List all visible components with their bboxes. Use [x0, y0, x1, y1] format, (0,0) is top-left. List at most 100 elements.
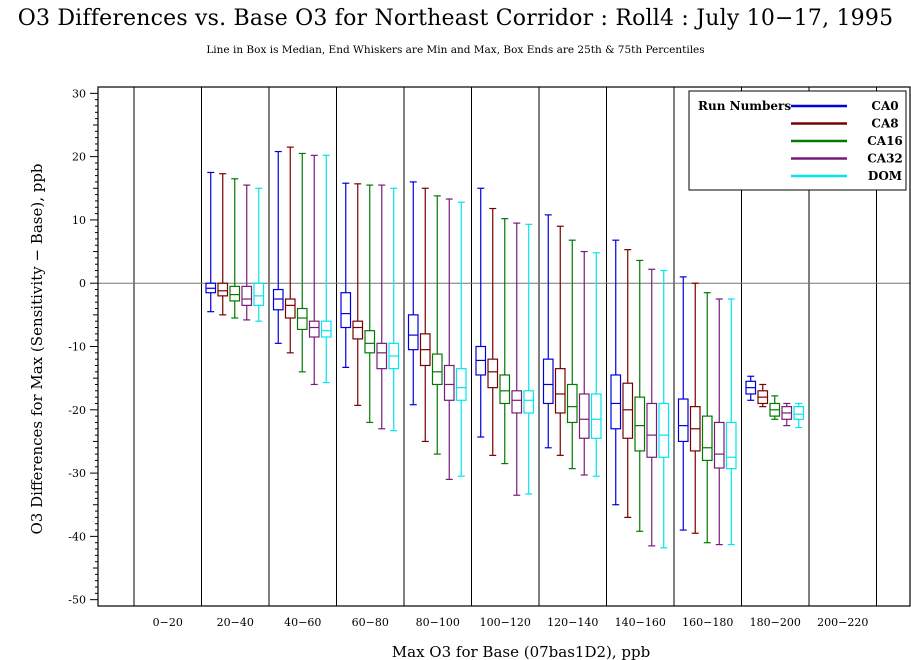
box-iqr [431, 353, 443, 386]
box-dom-8 [725, 298, 737, 546]
box-iqr [610, 374, 622, 430]
box-iqr [376, 342, 388, 370]
legend-entry-dom: DOM [868, 169, 902, 183]
x-tick-label: 200−220 [817, 616, 868, 629]
box-iqr [578, 393, 590, 439]
box-ca32-3 [376, 184, 388, 430]
box-ca16-9 [769, 395, 781, 420]
box-iqr [634, 396, 646, 452]
box-ca0-1 [205, 171, 217, 313]
box-ca8-6 [554, 225, 566, 456]
box-ca16-5 [499, 218, 511, 465]
box-ca0-2 [272, 150, 284, 344]
box-dom-5 [523, 223, 535, 495]
box-ca0-7 [610, 239, 622, 506]
box-dom-7 [658, 269, 670, 549]
box-ca16-1 [229, 178, 241, 319]
box-ca32-1 [241, 184, 253, 321]
legend-entry-ca8: CA8 [871, 117, 898, 131]
x-tick-label: 60−80 [352, 616, 389, 629]
box-ca0-6 [542, 214, 554, 449]
box-iqr [523, 390, 535, 414]
x-tick-label: 140−160 [615, 616, 666, 629]
box-ca32-4 [443, 198, 455, 481]
x-tick-label: 20−40 [217, 616, 254, 629]
box-dom-2 [320, 154, 332, 384]
x-tick-label: 80−100 [416, 616, 460, 629]
box-ca16-4 [431, 195, 443, 455]
box-iqr [590, 393, 602, 439]
legend: Run Numbers CA0 CA8 CA16 CA32 DOM [688, 90, 907, 191]
box-dom-1 [253, 187, 265, 322]
box-ca16-8 [701, 292, 713, 544]
box-iqr [229, 285, 241, 302]
box-ca16-3 [364, 184, 376, 424]
box-iqr [284, 298, 296, 319]
box-iqr [241, 285, 253, 306]
box-iqr [701, 415, 713, 462]
box-iqr [272, 288, 284, 311]
chart-title: O3 Differences vs. Base O3 for Northeast… [17, 6, 894, 31]
x-tick-label: 0−20 [153, 616, 183, 629]
y-tick-label: -40 [68, 530, 86, 543]
box-iqr [443, 364, 455, 401]
box-ca8-5 [487, 207, 499, 456]
box-ca8-1 [217, 173, 229, 316]
y-tick-label: 20 [72, 151, 86, 164]
plot-boxes [205, 146, 805, 549]
y-tick-label: -50 [68, 594, 86, 607]
box-ca16-6 [566, 239, 578, 470]
box-iqr [308, 320, 320, 338]
box-iqr [407, 314, 419, 351]
box-iqr [677, 398, 689, 443]
y-tick-label: -20 [68, 404, 86, 417]
box-ca0-3 [340, 182, 352, 368]
legend-entry-ca0: CA0 [871, 99, 898, 113]
box-iqr [566, 383, 578, 424]
box-ca32-6 [578, 250, 590, 476]
box-iqr [793, 406, 805, 420]
box-iqr [296, 307, 308, 331]
box-iqr [320, 320, 332, 338]
legend-title: Run Numbers [698, 99, 791, 113]
box-ca8-4 [419, 187, 431, 443]
box-ca16-7 [634, 259, 646, 532]
x-axis-label: Max O3 for Base (07bas1D2), ppb [392, 643, 650, 660]
box-ca32-9 [781, 402, 793, 427]
box-ca0-9 [745, 375, 757, 401]
legend-entry-ca16: CA16 [867, 134, 903, 148]
box-ca32-7 [646, 268, 658, 547]
box-iqr [217, 282, 229, 297]
y-tick-label: 10 [72, 214, 86, 227]
box-iqr [352, 320, 364, 340]
box-iqr [646, 402, 658, 458]
box-iqr [713, 421, 725, 469]
box-ca32-2 [308, 154, 320, 386]
box-iqr [542, 358, 554, 405]
box-iqr [364, 330, 376, 354]
box-iqr [622, 382, 634, 439]
x-tick-label: 180−200 [750, 616, 801, 629]
box-ca0-4 [407, 181, 419, 406]
box-dom-4 [455, 201, 467, 477]
chart-subtitle: Line in Box is Median, End Whiskers are … [206, 44, 705, 56]
x-tick-label: 120−140 [547, 616, 598, 629]
plot-axes: 0−20 20−40 40−60 60−80 80−100 100−120 120−140 1… [68, 86, 911, 629]
box-iqr [455, 368, 467, 401]
box-iqr [487, 358, 499, 389]
x-tick-label: 100−120 [480, 616, 531, 629]
y-axis-label: O3 Differences for Max (Sensitivity − Ba… [28, 163, 46, 534]
box-ca8-3 [352, 183, 364, 406]
box-ca8-9 [757, 383, 769, 408]
box-ca32-5 [511, 222, 523, 496]
box-dom-9 [793, 402, 805, 429]
box-ca8-7 [622, 249, 634, 518]
x-tick-label: 160−180 [682, 616, 733, 629]
box-iqr [340, 292, 352, 329]
box-dom-3 [388, 187, 400, 432]
box-iqr [499, 374, 511, 405]
box-iqr [554, 368, 566, 414]
box-iqr [511, 390, 523, 414]
box-ca0-8 [677, 276, 689, 531]
box-iqr [658, 402, 670, 458]
